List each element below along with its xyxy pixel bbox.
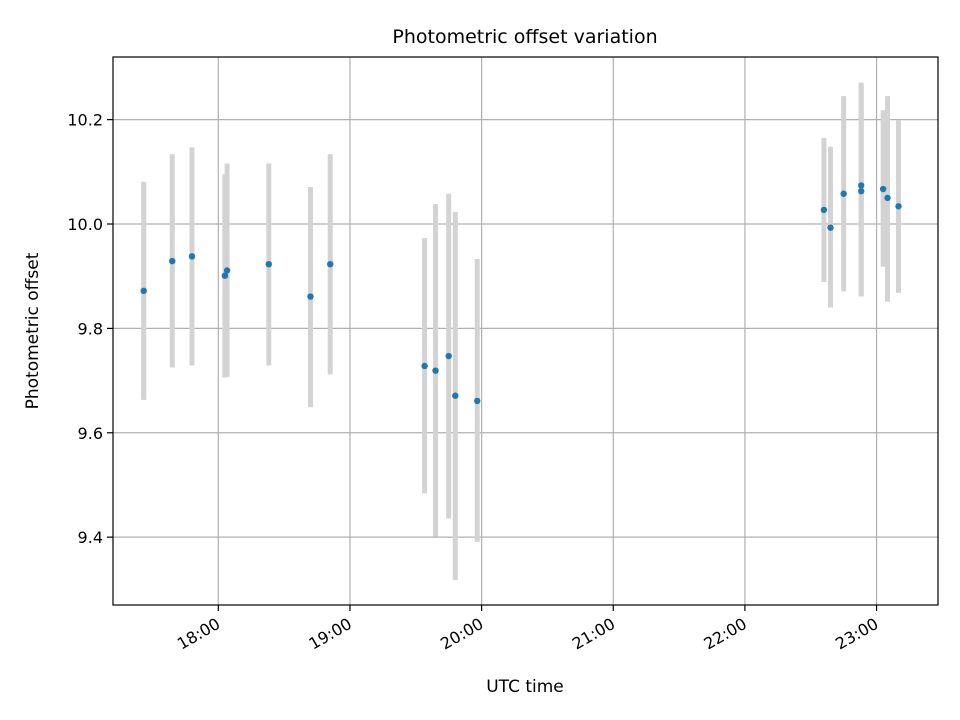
data-point <box>858 182 865 189</box>
data-point <box>840 190 847 197</box>
chart-title: Photometric offset variation <box>392 26 657 48</box>
data-point <box>432 367 439 374</box>
data-point <box>879 185 887 193</box>
y-tick-label: 10.2 <box>67 111 103 130</box>
y-tick-label: 10.0 <box>67 215 103 234</box>
data-point <box>223 267 231 274</box>
error-bars <box>141 82 902 580</box>
x-axis-label: UTC time <box>486 677 564 697</box>
data-point <box>265 260 272 268</box>
data-point <box>895 203 902 210</box>
data-point <box>421 362 428 370</box>
y-tick-label: 9.8 <box>78 319 103 338</box>
x-tick-label: 19:00 <box>306 614 355 654</box>
data-point <box>169 257 176 265</box>
data-point <box>445 352 452 360</box>
x-tick-label: 23:00 <box>832 614 881 654</box>
grid-lines <box>113 57 938 605</box>
data-point <box>474 397 481 405</box>
data-point <box>858 187 865 195</box>
data-point <box>327 260 334 268</box>
x-tick-label: 20:00 <box>437 614 486 654</box>
data-point <box>452 392 459 399</box>
plot-frame <box>112 56 939 606</box>
y-tick-label: 9.4 <box>78 528 103 547</box>
y-tick-label: 9.6 <box>78 424 103 443</box>
data-point <box>140 287 147 295</box>
data-point <box>884 194 891 202</box>
data-point <box>820 206 828 214</box>
x-tick-label: 18:00 <box>174 614 223 654</box>
y-axis-label: Photometric offset <box>23 252 43 409</box>
data-point <box>221 272 229 279</box>
y-axis-ticks: 9.4 9.6 9.8 10.0 10.2 <box>67 111 113 547</box>
data-point <box>827 224 834 231</box>
data-point <box>307 293 314 300</box>
x-tick-label: 21:00 <box>569 614 618 654</box>
data-point <box>188 253 196 260</box>
x-axis-ticks: 18:00 19:00 20:00 21:00 22:00 23:00 <box>174 605 882 654</box>
data-points <box>140 182 902 405</box>
x-tick-label: 22:00 <box>700 614 749 654</box>
